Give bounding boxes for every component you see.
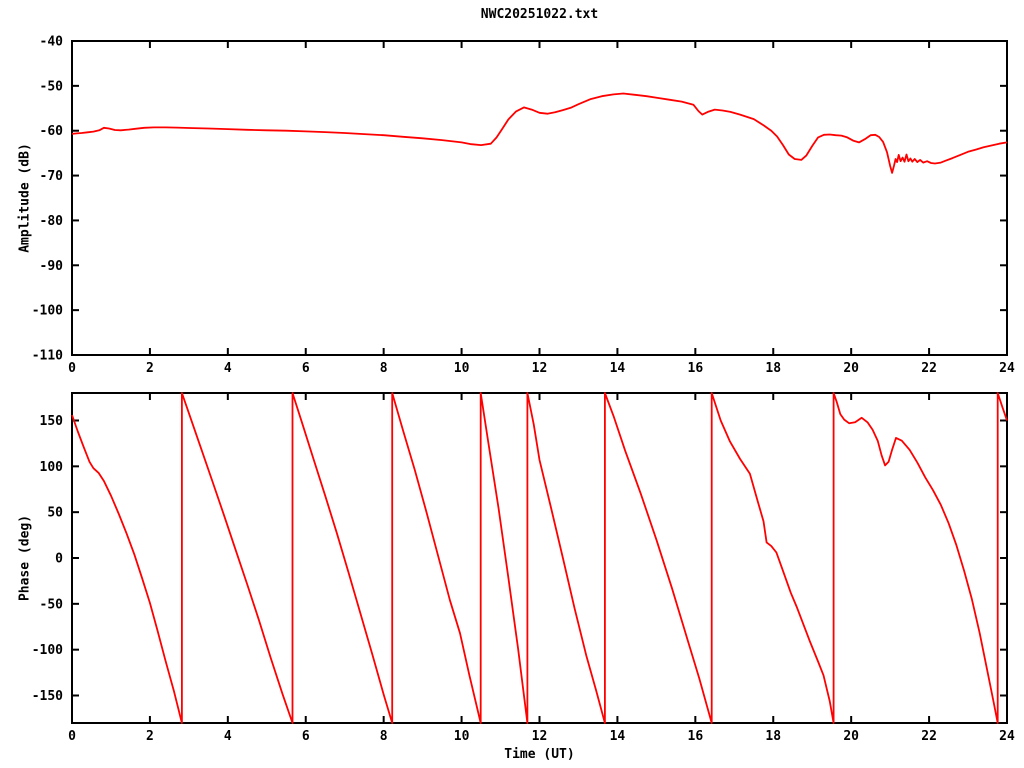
y-tick-label: -150 (32, 689, 63, 704)
x-tick-label: 20 (843, 729, 859, 744)
y-tick-label: 100 (40, 460, 64, 475)
x-tick-label: 4 (224, 729, 232, 744)
time-axis-label: Time (UT) (504, 747, 575, 762)
x-tick-label: 2 (146, 729, 154, 744)
x-tick-label: 2 (146, 361, 154, 376)
y-tick-label: 50 (47, 506, 63, 521)
plot-border-1 (71, 392, 1008, 724)
y-tick-label: -100 (32, 643, 63, 658)
y-tick-label: -70 (40, 169, 64, 184)
x-tick-label: 16 (688, 729, 704, 744)
x-tick-label: 24 (999, 361, 1015, 376)
chart-title: NWC20251022.txt (480, 7, 599, 22)
y-tick-label: 150 (40, 414, 64, 429)
x-tick-label: 20 (843, 361, 859, 376)
x-tick-label: 10 (454, 729, 470, 744)
y-tick-label: 0 (55, 552, 63, 567)
x-tick-label: 16 (688, 361, 704, 376)
y-tick-label: -110 (32, 349, 63, 364)
x-tick-label: 0 (68, 729, 76, 744)
x-tick-label: 0 (68, 361, 76, 376)
x-tick-label: 8 (380, 729, 388, 744)
x-tick-label: 24 (999, 729, 1015, 744)
x-tick-label: 14 (610, 729, 626, 744)
y-tick-label: -40 (40, 35, 64, 50)
y-tick-label: -80 (40, 214, 64, 229)
plot-border-0 (71, 40, 1008, 356)
y-tick-label: -50 (40, 597, 64, 612)
x-tick-label: 22 (921, 361, 937, 376)
phase-series-line (71, 392, 1008, 724)
x-tick-label: 4 (224, 361, 232, 376)
x-tick-label: 18 (765, 361, 781, 376)
x-tick-label: 14 (610, 361, 626, 376)
y-tick-label: -100 (32, 304, 63, 319)
x-tick-label: 10 (454, 361, 470, 376)
y-tick-label: -60 (40, 124, 64, 139)
x-tick-label: 12 (532, 361, 548, 376)
x-tick-label: 18 (765, 729, 781, 744)
y-tick-label: -90 (40, 259, 64, 274)
y-tick-label: -50 (40, 79, 64, 94)
x-tick-label: 12 (532, 729, 548, 744)
x-tick-label: 8 (380, 361, 388, 376)
x-tick-label: 6 (302, 361, 310, 376)
amplitude-series-line (71, 92, 1008, 174)
x-tick-label: 6 (302, 729, 310, 744)
x-tick-label: 22 (921, 729, 937, 744)
